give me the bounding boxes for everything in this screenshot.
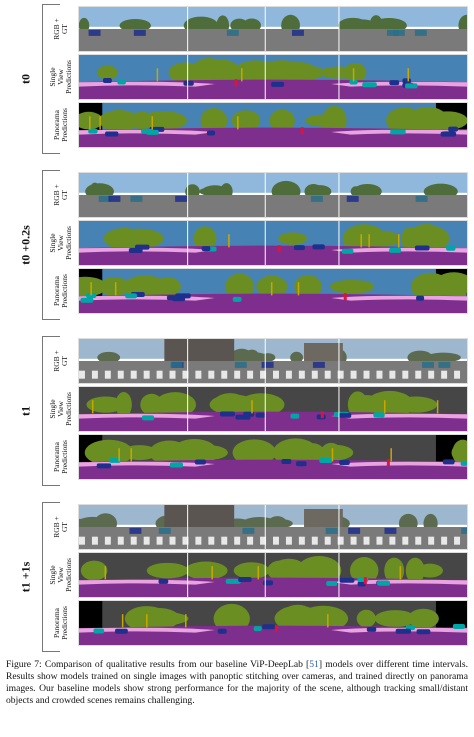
figure-row: Panorama Predictions xyxy=(46,102,468,148)
time-label: t1 +1s xyxy=(18,561,33,593)
row-label: Panorama Predictions xyxy=(46,434,76,480)
row-label-text: Single View Predictions xyxy=(48,558,73,592)
group-bracket xyxy=(42,336,60,486)
figure: t0 RGB + GT Single View Predictions Panoram… xyxy=(6,4,468,652)
figure-row: Panorama Predictions xyxy=(46,600,468,646)
panorama-prediction-strip xyxy=(78,600,468,646)
row-label-text: RGB + GT xyxy=(52,184,69,206)
panorama-prediction-strip xyxy=(78,434,468,480)
time-label: t0 +0.2s xyxy=(18,225,33,265)
time-group: t0 +0.2s RGB + GT Single View Predictions P… xyxy=(6,170,468,320)
time-label: t0 xyxy=(18,74,33,84)
row-label-text: Single View Predictions xyxy=(48,60,73,94)
row-label: RGB + GT xyxy=(46,6,76,52)
row-label: RGB + GT xyxy=(46,504,76,550)
figure-row: Single View Predictions xyxy=(46,54,468,100)
row-label: RGB + GT xyxy=(46,338,76,384)
figure-row: Single View Predictions xyxy=(46,220,468,266)
rgb-image-strip xyxy=(78,172,468,218)
row-label: Single View Predictions xyxy=(46,386,76,432)
row-label: Panorama Predictions xyxy=(46,600,76,646)
figure-row: Single View Predictions xyxy=(46,386,468,432)
figure-row: RGB + GT xyxy=(46,172,468,218)
strip-image xyxy=(79,269,467,313)
row-label-text: Single View Predictions xyxy=(48,392,73,426)
single-view-prediction-strip xyxy=(78,220,468,266)
rgb-image-strip xyxy=(78,6,468,52)
strip-image xyxy=(79,173,467,217)
time-group: t0 RGB + GT Single View Predictions Panoram… xyxy=(6,4,468,154)
strip-image xyxy=(79,339,467,383)
strip-image xyxy=(79,7,467,51)
strip-image xyxy=(79,601,467,645)
panorama-prediction-strip xyxy=(78,102,468,148)
time-group: t1 RGB + GT Single View Predictions Panoram… xyxy=(6,336,468,486)
figure-row: RGB + GT xyxy=(46,6,468,52)
figure-row: Panorama Predictions xyxy=(46,268,468,314)
rgb-image-strip xyxy=(78,504,468,550)
row-label-text: Panorama Predictions xyxy=(52,274,69,308)
row-label: Single View Predictions xyxy=(46,552,76,598)
group-bracket xyxy=(42,502,60,652)
row-label-text: RGB + GT xyxy=(52,516,69,538)
group-bracket xyxy=(42,4,60,154)
figure-row: Single View Predictions xyxy=(46,552,468,598)
single-view-prediction-strip xyxy=(78,552,468,598)
strip-image xyxy=(79,103,467,147)
figure-row: RGB + GT xyxy=(46,504,468,550)
row-label: Panorama Predictions xyxy=(46,102,76,148)
strip-image xyxy=(79,387,467,431)
strip-image xyxy=(79,435,467,479)
single-view-prediction-strip xyxy=(78,386,468,432)
caption-text-end: ] models over different time intervals. … xyxy=(6,659,468,706)
strip-image xyxy=(79,221,467,265)
row-label-text: Panorama Predictions xyxy=(52,606,69,640)
row-label: Single View Predictions xyxy=(46,54,76,100)
row-label: RGB + GT xyxy=(46,172,76,218)
group-bracket xyxy=(42,170,60,320)
strip-image xyxy=(79,55,467,99)
row-label: Panorama Predictions xyxy=(46,268,76,314)
single-view-prediction-strip xyxy=(78,54,468,100)
caption-citation-link[interactable]: 51 xyxy=(309,659,319,670)
panorama-prediction-strip xyxy=(78,268,468,314)
time-group: t1 +1s RGB + GT Single View Predictions Pan… xyxy=(6,502,468,652)
row-label-text: Single View Predictions xyxy=(48,226,73,260)
row-label-text: RGB + GT xyxy=(52,350,69,372)
strip-image xyxy=(79,553,467,597)
row-label-text: RGB + GT xyxy=(52,18,69,40)
caption-text: Figure 7: Comparison of qualitative resu… xyxy=(6,659,310,670)
figure-caption: Figure 7: Comparison of qualitative resu… xyxy=(6,659,468,707)
figure-row: Panorama Predictions xyxy=(46,434,468,480)
rgb-image-strip xyxy=(78,338,468,384)
row-label-text: Panorama Predictions xyxy=(52,440,69,474)
strip-image xyxy=(79,505,467,549)
figure-row: RGB + GT xyxy=(46,338,468,384)
time-label: t1 xyxy=(18,406,33,416)
row-label-text: Panorama Predictions xyxy=(52,108,69,142)
row-label: Single View Predictions xyxy=(46,220,76,266)
